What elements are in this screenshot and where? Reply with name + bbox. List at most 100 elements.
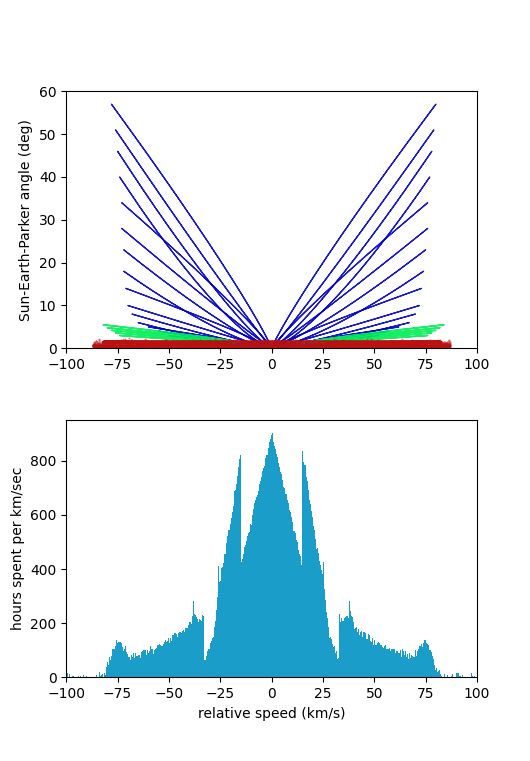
- Bar: [236, 484, 237, 677]
- Bar: [96, 675, 97, 677]
- Bar: [199, 619, 200, 677]
- Bar: [328, 627, 329, 677]
- Bar: [386, 649, 387, 677]
- Bar: [130, 660, 131, 677]
- Bar: [325, 600, 326, 677]
- Bar: [233, 506, 234, 677]
- Bar: [376, 645, 377, 677]
- Bar: [353, 622, 354, 677]
- Bar: [144, 651, 145, 677]
- Bar: [395, 654, 396, 677]
- Bar: [379, 643, 381, 677]
- Bar: [422, 642, 423, 677]
- Bar: [373, 645, 374, 677]
- Bar: [205, 661, 206, 677]
- Bar: [200, 619, 201, 677]
- Bar: [305, 476, 306, 677]
- Bar: [369, 635, 370, 677]
- Bar: [168, 638, 169, 677]
- Bar: [419, 649, 420, 677]
- Bar: [343, 619, 344, 677]
- Bar: [278, 463, 279, 677]
- Bar: [316, 549, 317, 677]
- Bar: [105, 675, 107, 677]
- Bar: [126, 652, 127, 677]
- Bar: [327, 617, 328, 677]
- Bar: [227, 537, 228, 677]
- Bar: [136, 656, 137, 677]
- Bar: [283, 486, 284, 677]
- Bar: [362, 637, 363, 677]
- Bar: [371, 642, 372, 677]
- Bar: [410, 658, 411, 677]
- Bar: [261, 477, 262, 677]
- Bar: [456, 673, 457, 677]
- Bar: [139, 655, 140, 677]
- Bar: [141, 651, 142, 677]
- Bar: [241, 562, 242, 677]
- Bar: [135, 653, 136, 677]
- Bar: [253, 509, 254, 677]
- Bar: [364, 632, 365, 677]
- Bar: [346, 616, 347, 677]
- Bar: [67, 673, 68, 677]
- Bar: [360, 632, 361, 677]
- Bar: [272, 442, 273, 677]
- Bar: [171, 641, 172, 677]
- Bar: [156, 648, 157, 677]
- Bar: [169, 643, 170, 677]
- Bar: [357, 632, 358, 677]
- Bar: [390, 651, 391, 677]
- Bar: [255, 500, 256, 677]
- Bar: [315, 539, 316, 677]
- Bar: [286, 494, 287, 677]
- Bar: [351, 616, 352, 677]
- Bar: [354, 629, 355, 677]
- Bar: [435, 670, 436, 677]
- Bar: [220, 581, 222, 677]
- Bar: [308, 500, 310, 677]
- Bar: [262, 470, 263, 677]
- Bar: [256, 497, 257, 677]
- Bar: [143, 650, 144, 677]
- Bar: [174, 633, 175, 677]
- Bar: [282, 480, 283, 677]
- Bar: [110, 660, 111, 677]
- Bar: [173, 635, 174, 677]
- Bar: [326, 613, 327, 677]
- Bar: [338, 658, 339, 677]
- Bar: [287, 501, 288, 677]
- Bar: [162, 646, 163, 677]
- Bar: [323, 562, 324, 677]
- Bar: [247, 536, 248, 677]
- Bar: [154, 651, 155, 677]
- Bar: [460, 676, 461, 677]
- Bar: [210, 643, 211, 677]
- Bar: [375, 645, 376, 677]
- Bar: [245, 545, 246, 677]
- Bar: [303, 451, 304, 677]
- Bar: [231, 517, 232, 677]
- Bar: [420, 644, 421, 677]
- Bar: [307, 490, 308, 677]
- Bar: [348, 618, 349, 677]
- Bar: [243, 554, 244, 677]
- Bar: [339, 614, 340, 677]
- Bar: [332, 644, 333, 677]
- Bar: [292, 522, 293, 677]
- Bar: [107, 663, 108, 677]
- Bar: [358, 629, 359, 677]
- Bar: [392, 649, 393, 677]
- Bar: [304, 466, 305, 677]
- Bar: [165, 640, 166, 677]
- Bar: [258, 491, 259, 677]
- Bar: [204, 661, 205, 677]
- Bar: [355, 629, 356, 677]
- Bar: [118, 642, 119, 677]
- X-axis label: relative speed (km/s): relative speed (km/s): [198, 706, 346, 721]
- Bar: [401, 658, 402, 677]
- Bar: [384, 645, 385, 677]
- Bar: [195, 615, 196, 677]
- Bar: [383, 648, 384, 677]
- Bar: [285, 494, 286, 677]
